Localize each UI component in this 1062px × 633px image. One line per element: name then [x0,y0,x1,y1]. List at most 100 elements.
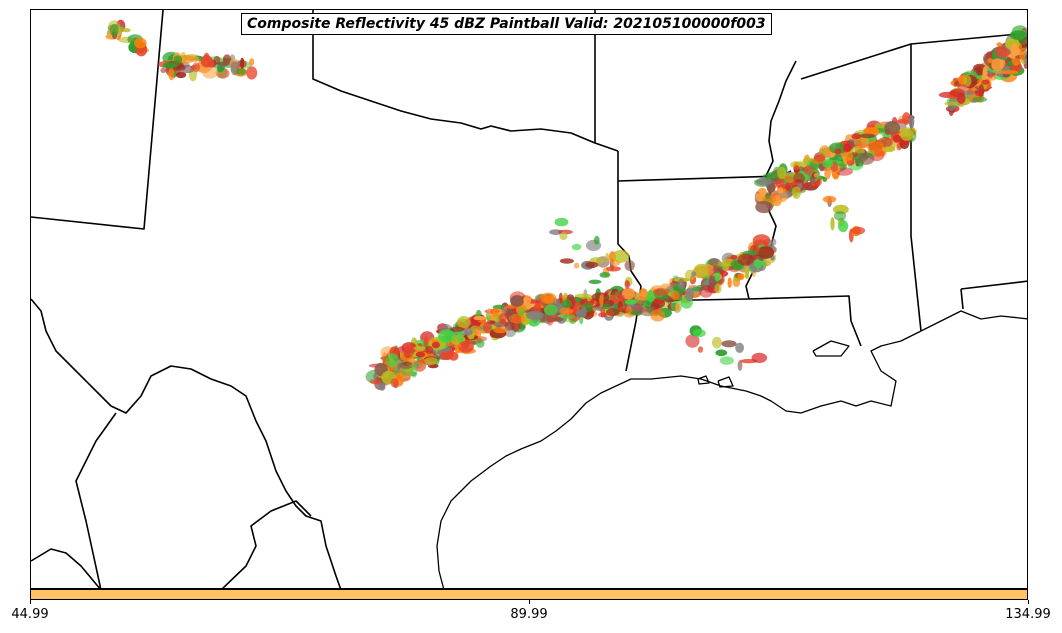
storm-cell [714,271,721,282]
storm-cell [757,246,775,259]
storm-cell [777,187,784,194]
storm-cell [543,295,556,304]
colorbar-tick [529,600,530,604]
storm-cell [601,303,611,309]
map-frame [30,9,1028,589]
storm-cell [711,336,722,349]
storm-cell [404,344,415,357]
map-title: Composite Reflectivity 45 dBZ Paintball … [241,13,772,35]
storm-cell [612,250,630,263]
storm-cell [411,364,418,378]
storm-cell [715,349,728,357]
storm-cell [851,133,861,140]
storm-cell [483,321,492,334]
storm-cell [756,177,772,186]
storm-cell [473,315,487,321]
storm-cell [652,288,670,296]
storm-cell [863,127,880,135]
storm-cell [699,285,713,298]
colorbar [30,589,1028,600]
storm-cell [744,266,750,280]
storm-cell [559,232,568,241]
storm-cell [775,179,785,189]
storm-cell [753,259,763,269]
storm-cell [900,128,914,141]
storm-cell [737,273,745,280]
storm-cell [549,229,563,236]
storm-cell [246,66,258,80]
storm-cell [559,307,574,315]
storm-cell [838,220,849,233]
storm-cell [727,277,732,289]
storm-cell [534,301,541,314]
storm-cell [693,263,709,278]
storm-cell [402,361,413,367]
storm-cell [192,62,201,73]
storm-cell [803,165,815,176]
storm-cell [610,293,625,302]
storm-cell [813,154,826,162]
storm-cell [621,287,636,300]
storm-cell [964,90,975,96]
colorbar-tick [1028,600,1029,604]
storm-cell [415,351,426,358]
storm-cell [730,254,738,260]
storm-cell [841,151,854,162]
storm-cell [217,61,230,67]
storm-cell [606,266,621,272]
map-canvas [31,10,1028,588]
storm-cell [574,262,580,269]
storm-cell [858,152,875,165]
storm-cell [423,335,429,348]
storm-cell [833,211,847,221]
storm-cell [504,320,515,331]
storm-cell [851,151,858,158]
storm-cell [457,333,464,344]
storm-cell [896,118,910,124]
storm-cell [456,343,462,348]
storm-cell [109,24,119,37]
storm-cell [559,258,575,264]
storm-cell [571,243,582,251]
storm-cell [425,345,434,354]
storm-cell [737,253,754,266]
storm-cell [217,65,225,73]
paintball-layer [105,19,1028,391]
storm-cell [618,306,625,311]
storm-cell [791,186,802,199]
storm-cell [996,42,1002,47]
storm-cell [498,313,507,325]
storm-cell [684,287,695,302]
storm-cell [691,271,697,277]
storm-cell [843,143,852,152]
storm-cell [599,272,611,278]
storm-cell [386,353,399,368]
storm-cell [525,310,544,320]
storm-cell [587,296,591,302]
storm-cell [974,88,983,97]
storm-cell [493,326,508,334]
storm-cell [390,378,399,388]
storm-cell [735,342,744,353]
storm-cell [491,307,499,317]
storm-cell [981,74,986,80]
storm-cell [987,58,994,64]
storm-cell [168,67,175,81]
storm-cell [708,258,719,267]
storm-cell [770,238,777,246]
storm-cell [438,329,456,343]
storm-cell [624,299,637,305]
storm-cell [523,295,532,305]
colorbar-tick-label: 44.99 [11,607,49,622]
storm-cell [544,304,558,316]
storm-cell [765,193,771,199]
storm-cell [1019,51,1026,61]
storm-cell [486,307,491,318]
storm-cell [1027,29,1028,43]
storm-cell [369,379,382,385]
storm-cell [677,278,685,290]
storm-cell [588,279,602,284]
storm-cell [178,64,186,71]
storm-cell [883,146,896,153]
storm-cell [554,217,569,227]
